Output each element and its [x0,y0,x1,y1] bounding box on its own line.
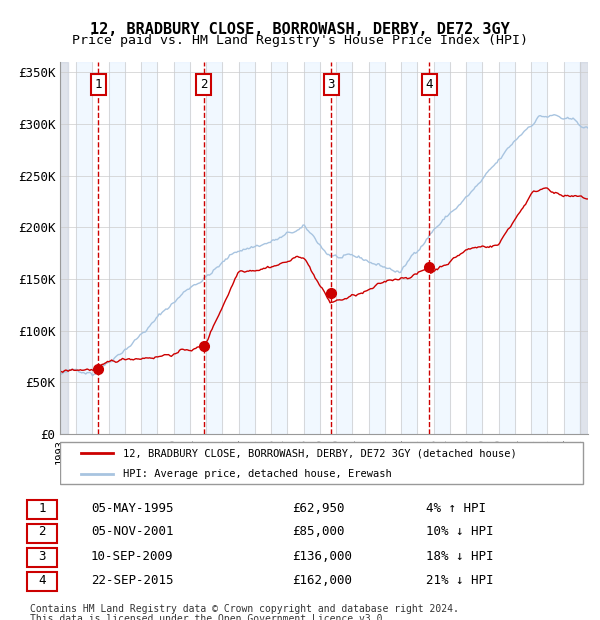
Bar [76,62,92,434]
Bar [563,62,580,434]
Bar [271,62,287,434]
Text: 12, BRADBURY CLOSE, BORROWASH, DERBY, DE72 3GY: 12, BRADBURY CLOSE, BORROWASH, DERBY, DE… [90,22,510,37]
Bar [531,62,547,434]
FancyBboxPatch shape [27,572,58,591]
FancyBboxPatch shape [27,500,58,520]
Text: 4% ↑ HPI: 4% ↑ HPI [426,502,486,515]
Bar [174,62,190,434]
Bar [336,62,352,434]
Bar [304,62,320,434]
Text: Contains HM Land Registry data © Crown copyright and database right 2024.: Contains HM Land Registry data © Crown c… [30,604,459,614]
Text: 1: 1 [94,78,102,91]
Text: 05-NOV-2001: 05-NOV-2001 [91,526,173,538]
Text: 2: 2 [38,526,46,538]
Bar [401,62,418,434]
Text: 12, BRADBURY CLOSE, BORROWASH, DERBY, DE72 3GY (detached house): 12, BRADBURY CLOSE, BORROWASH, DERBY, DE… [124,448,517,458]
Text: 3: 3 [328,78,335,91]
Text: 22-SEP-2015: 22-SEP-2015 [91,574,173,587]
Text: £62,950: £62,950 [292,502,344,515]
Bar [580,62,588,434]
Bar [368,62,385,434]
Bar [206,62,223,434]
Text: 1: 1 [38,502,46,515]
Text: £85,000: £85,000 [292,526,344,538]
Text: 21% ↓ HPI: 21% ↓ HPI [426,574,493,587]
Text: 4: 4 [38,574,46,587]
Bar [434,62,450,434]
Text: HPI: Average price, detached house, Erewash: HPI: Average price, detached house, Erew… [124,469,392,479]
Text: 10% ↓ HPI: 10% ↓ HPI [426,526,493,538]
Text: 18% ↓ HPI: 18% ↓ HPI [426,550,493,563]
Text: This data is licensed under the Open Government Licence v3.0.: This data is licensed under the Open Gov… [30,614,388,620]
Bar [239,62,255,434]
Text: 10-SEP-2009: 10-SEP-2009 [91,550,173,563]
Text: £136,000: £136,000 [292,550,352,563]
Bar [109,62,125,434]
Text: £162,000: £162,000 [292,574,352,587]
Bar [60,62,68,434]
FancyBboxPatch shape [60,441,583,484]
Text: 05-MAY-1995: 05-MAY-1995 [91,502,173,515]
FancyBboxPatch shape [27,523,58,542]
Text: 4: 4 [425,78,433,91]
Bar [499,62,515,434]
Bar [466,62,482,434]
Text: 3: 3 [38,550,46,563]
FancyBboxPatch shape [27,548,58,567]
Text: 2: 2 [200,78,208,91]
Text: Price paid vs. HM Land Registry's House Price Index (HPI): Price paid vs. HM Land Registry's House … [72,34,528,47]
Bar [141,62,157,434]
